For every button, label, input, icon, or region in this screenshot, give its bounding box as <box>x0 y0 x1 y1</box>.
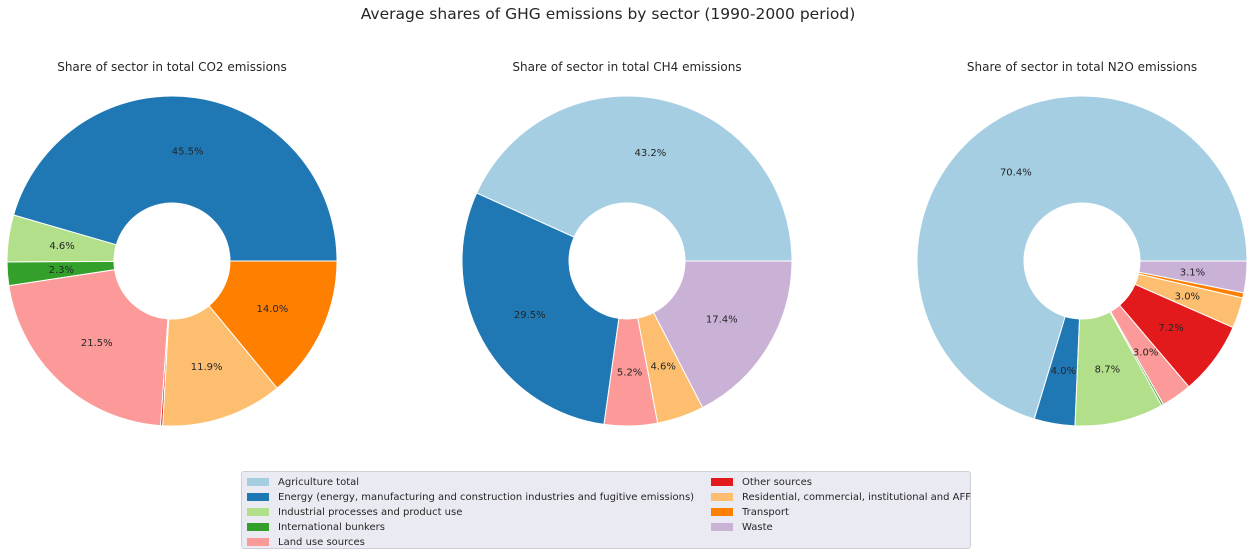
legend-item: Agriculture total <box>246 475 359 489</box>
slice-percent-label: 3.0% <box>1175 291 1200 302</box>
pie-slice <box>461 192 620 425</box>
legend-item: Residential, commercial, institutional a… <box>710 490 971 504</box>
slice-percent-label: 70.4% <box>1000 167 1032 178</box>
slice-percent-label: 5.2% <box>617 367 642 378</box>
legend-item: Industrial processes and product use <box>246 505 462 519</box>
slice-percent-label: 4.0% <box>1051 366 1076 377</box>
chart-title: Share of sector in total CO2 emissions <box>57 60 287 74</box>
slice-percent-label: 4.6% <box>49 241 74 252</box>
legend-swatch <box>710 522 734 532</box>
slice-percent-label: 43.2% <box>634 148 666 159</box>
pie-slice <box>8 269 169 427</box>
slice-percent-label: 4.6% <box>650 361 675 372</box>
legend: Agriculture total Energy (energy, manufac… <box>241 471 971 549</box>
legend-swatch <box>710 477 734 487</box>
slice-percent-label: 7.2% <box>1158 323 1183 334</box>
legend-item: International bunkers <box>246 520 385 534</box>
legend-label: International bunkers <box>278 521 385 533</box>
slice-percent-label: 14.0% <box>257 304 289 315</box>
legend-item: Transport <box>710 505 789 519</box>
legend-swatch <box>246 507 270 517</box>
legend-swatch <box>246 522 270 532</box>
legend-label: Agriculture total <box>278 476 360 488</box>
chart-title: Share of sector in total N2O emissions <box>967 60 1197 74</box>
legend-swatch <box>246 492 270 502</box>
donut-chart-1: Share of sector in total CO2 emissions 45… <box>6 60 338 427</box>
slice-percent-label: 29.5% <box>514 310 546 321</box>
slice-percent-label: 11.9% <box>191 362 223 373</box>
pie-slice <box>162 304 278 427</box>
legend-swatch <box>246 477 270 487</box>
slice-percent-label: 8.7% <box>1095 365 1120 376</box>
chart-title: Share of sector in total CH4 emissions <box>512 60 741 74</box>
legend-label: Residential, commercial, institutional a… <box>742 491 971 503</box>
pie-slice <box>12 95 338 262</box>
legend-item: Other sources <box>710 475 812 489</box>
legend-item: Waste <box>710 520 773 534</box>
legend-label: Energy (energy, manufacturing and constr… <box>278 491 695 503</box>
figure-title: Average shares of GHG emissions by secto… <box>360 5 856 23</box>
slice-percent-label: 2.3% <box>49 265 74 276</box>
legend-item: Energy (energy, manufacturing and constr… <box>246 490 694 504</box>
slice-percent-label: 45.5% <box>172 147 204 158</box>
legend-swatch <box>710 492 734 502</box>
legend-label: Waste <box>742 521 773 533</box>
slice-percent-label: 17.4% <box>706 314 738 325</box>
legend-label: Transport <box>742 506 789 518</box>
legend-label: Other sources <box>742 476 812 488</box>
legend-swatch <box>246 537 270 547</box>
legend-item: Land use sources <box>246 535 365 549</box>
pie-slice <box>652 260 793 409</box>
slice-percent-label: 3.1% <box>1180 267 1205 278</box>
donut-chart-2: Share of sector in total CH4 emissions 43… <box>461 60 793 427</box>
legend-label: Industrial processes and product use <box>278 506 463 518</box>
pie-slice <box>1138 260 1248 294</box>
pie-slice <box>916 95 1248 420</box>
legend-swatch <box>710 507 734 517</box>
pie-slice <box>475 95 793 262</box>
slice-percent-label: 21.5% <box>81 338 113 349</box>
donut-charts: Share of sector in total CO2 emissions 45… <box>6 60 1248 427</box>
slice-percent-label: 3.0% <box>1133 347 1158 358</box>
legend-label: Land use sources <box>278 536 365 548</box>
donut-chart-3: Share of sector in total N2O emissions 70… <box>916 60 1248 427</box>
pie-slice <box>208 260 338 389</box>
